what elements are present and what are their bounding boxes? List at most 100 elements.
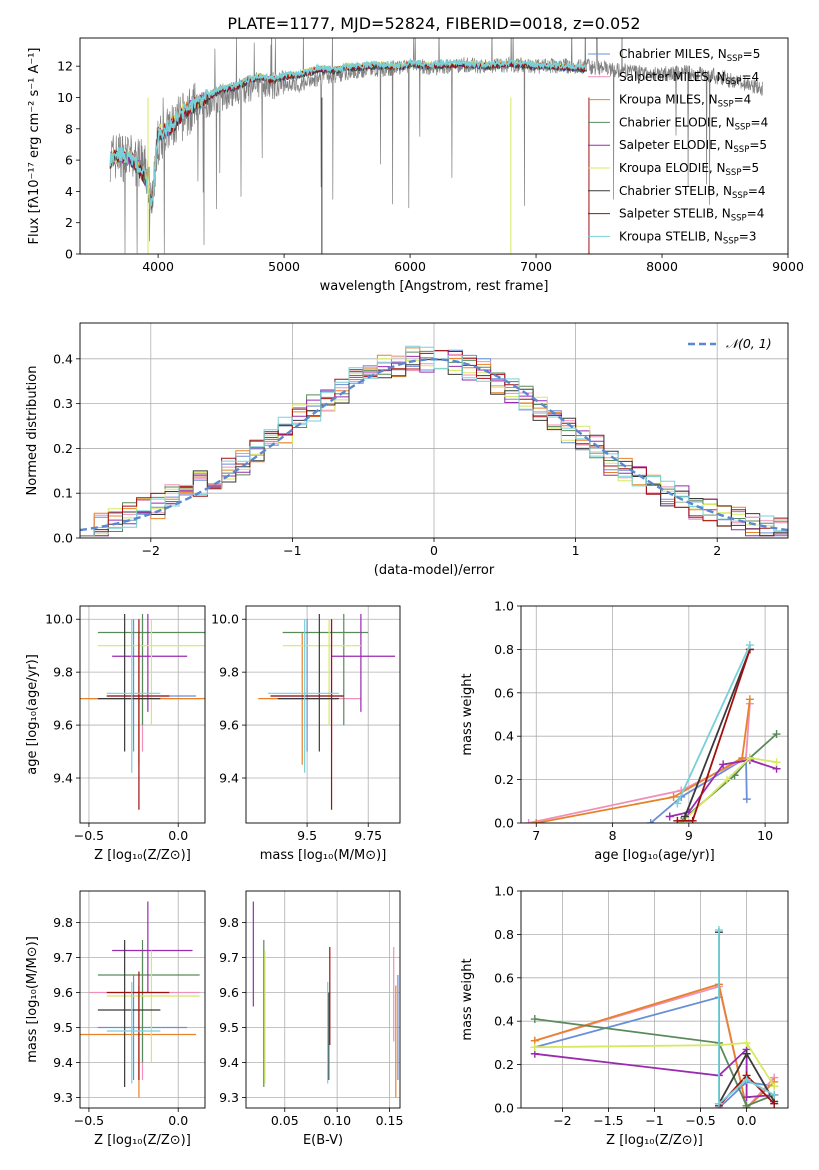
axes-frame — [79, 890, 206, 1109]
x-tick-label: 1 — [572, 543, 580, 558]
y-tick-label: 9.4 — [53, 771, 73, 786]
y-axis-label: Normed distribution — [25, 366, 40, 496]
legend-label: Kroupa MILES, NSSP=4 — [619, 93, 751, 110]
x-axis-label: Z [log₁₀(Z/Z⊙)] — [94, 848, 191, 863]
x-axis-label: Z [log₁₀(Z/Z⊙)] — [606, 1133, 703, 1148]
histogram-kroupa-stelib — [80, 345, 788, 537]
errorbar-chabrier-miles — [270, 619, 344, 752]
figure-title: PLATE=1177, MJD=52824, FIBERID=0018, z=0… — [227, 14, 640, 33]
axes-frame — [520, 605, 789, 824]
plot-area — [521, 891, 788, 1108]
weight-marker — [665, 812, 674, 821]
y-tick-label: 2 — [65, 215, 73, 230]
y-tick-label: 1.0 — [494, 884, 514, 899]
errorbar-salpeter-miles — [88, 619, 200, 752]
weight-marker — [742, 1049, 751, 1058]
errorbar-chabrier-stelib — [97, 940, 161, 1087]
y-tick-label: 0.4 — [494, 729, 514, 744]
y-tick-label: 1.0 — [494, 599, 514, 614]
y-tick-label: 0.2 — [494, 1057, 514, 1072]
y-tick-label: 9.7 — [53, 950, 73, 965]
weight-marker — [745, 641, 754, 650]
y-tick-label: 0.2 — [53, 441, 73, 456]
weight-line-salpeter-elodie — [530, 1045, 779, 1102]
errorbar-salpeter-elodie — [331, 613, 396, 712]
panel-mass-vs-Z: −0.5 0.0 9.3 9.4 9.5 9.6 9.7 9.8 Z [log₁₀(Z/Z⊙)]… — [25, 890, 206, 1148]
x-axis-label: E(B-V) — [303, 1133, 343, 1148]
axes-frame — [520, 890, 789, 1109]
plot-area — [80, 606, 205, 823]
y-tick-label: 0.0 — [53, 531, 73, 546]
errorbar-kroupa-elodie — [282, 619, 361, 726]
y-tick-label: 0.2 — [494, 772, 514, 787]
panel-age-vs-mass: 9.5 9.75 9.4 9.6 9.8 10.0 mass [log₁₀(M/M⊙)] — [211, 605, 401, 863]
legend-label: Chabrier ELODIE, NSSP=4 — [619, 115, 768, 132]
weight-line-salpeter-elodie — [665, 756, 781, 821]
weight-marker — [742, 1075, 751, 1084]
x-tick-label: 2 — [713, 543, 721, 558]
x-axis-label: age [log₁₀(age/yr)] — [594, 848, 715, 863]
x-tick-label: −0.5 — [685, 1113, 715, 1128]
y-tick-label: 9.8 — [219, 915, 239, 930]
axes-frame — [79, 37, 789, 255]
weight-marker — [524, 819, 533, 823]
y-tick-label: 6 — [65, 153, 73, 168]
y-tick-label: 8 — [65, 121, 73, 136]
errorbar-kroupa-elodie — [97, 619, 205, 726]
legend-label: 𝒩(0, 1) — [726, 336, 772, 351]
plot-area — [246, 891, 400, 1108]
x-tick-label: 4000 — [142, 259, 174, 274]
weight-marker — [745, 695, 754, 704]
spectrum-legend: Chabrier MILES, NSSP=5 Salpeter MILES, NS… — [588, 47, 768, 246]
y-tick-label: 0.4 — [494, 1014, 514, 1029]
weight-marker — [742, 795, 751, 804]
y-tick-label: 0.8 — [494, 642, 514, 657]
y-tick-label: 0.3 — [53, 396, 73, 411]
axes-frame — [245, 605, 401, 824]
y-tick-label: 10 — [57, 90, 73, 105]
weight-marker — [742, 1093, 751, 1102]
weight-line-kroupa-elodie — [677, 753, 781, 823]
x-tick-label: 0.10 — [323, 1113, 351, 1128]
errorbar-kroupa-stelib — [268, 619, 339, 773]
weight-line-kroupa-stelib — [714, 926, 779, 1108]
y-tick-label: 0.6 — [494, 685, 514, 700]
x-tick-label: 0 — [430, 543, 438, 558]
x-tick-label: 8 — [609, 828, 617, 843]
x-tick-label: 0.0 — [737, 1113, 757, 1128]
y-axis-label: mass weight — [460, 958, 475, 1040]
errorbar-salpeter-elodie — [112, 613, 188, 712]
panel-weight-vs-age: 7 8 9 10 0.0 0.2 0.4 0.6 0.8 1.0 age [log₁₀(age/yr… — [460, 599, 789, 863]
axes-frame — [79, 322, 789, 539]
y-tick-label: 9.3 — [53, 1090, 73, 1105]
weight-line-kroupa-miles — [532, 695, 754, 823]
weight-marker — [742, 1038, 751, 1047]
y-tick-label: 9.8 — [53, 915, 73, 930]
y-tick-label: 12 — [57, 59, 73, 74]
errorbar-salpeter-stelib — [106, 619, 170, 810]
y-axis-label: mass weight — [460, 673, 475, 755]
y-tick-label: 9.4 — [219, 1055, 239, 1070]
x-tick-label: −0.5 — [74, 828, 104, 843]
y-tick-label: 9.5 — [219, 1020, 239, 1035]
plot-area — [109, 38, 763, 254]
spectrum-model-salpeter-miles — [109, 60, 587, 207]
y-tick-label: 0 — [65, 247, 73, 262]
spectrum-model-kroupa-stelib — [109, 57, 587, 207]
y-tick-label: 9.8 — [53, 665, 73, 680]
x-tick-label: 0.0 — [168, 1113, 188, 1128]
weight-marker — [714, 1099, 723, 1108]
normal-curve — [80, 358, 788, 532]
x-tick-label: 0.05 — [271, 1113, 299, 1128]
x-tick-label: 9.5 — [297, 828, 317, 843]
weight-line-salpeter-stelib — [673, 645, 754, 823]
panel-weight-vs-Z: −2 −1.5 −1 −0.5 0.0 0.0 0.2 0.4 0.6 0.8 1.0 Z [log₁… — [460, 884, 789, 1148]
weight-marker — [714, 926, 723, 935]
x-tick-label: −1 — [645, 1113, 663, 1128]
panel-age-vs-Z: −0.5 0.0 9.4 9.6 9.8 10.0 Z [log₁₀(Z/Z⊙)] age [… — [25, 605, 206, 863]
x-tick-label: 9 — [685, 828, 693, 843]
x-tick-label: 10 — [757, 828, 773, 843]
weight-marker — [772, 758, 781, 767]
legend-label: Salpeter MILES, NSSP=4 — [619, 70, 759, 87]
x-axis-label: mass [log₁₀(M/M⊙)] — [260, 848, 387, 863]
